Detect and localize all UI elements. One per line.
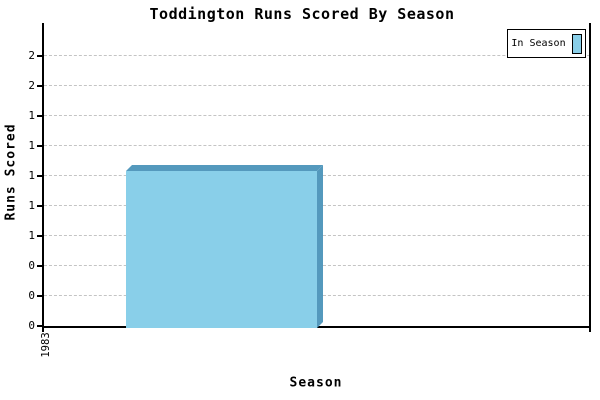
y-tick-label: 0 (28, 319, 35, 332)
x-axis-title: Season (289, 375, 343, 391)
y-tick-mark (37, 295, 43, 297)
y-tick-label: 0 (28, 289, 35, 302)
y-tick-mark (37, 265, 43, 267)
legend[interactable]: In Season (507, 29, 586, 58)
y-tick-label: 1 (28, 169, 35, 182)
y-tick-mark (37, 115, 43, 117)
gridline (44, 145, 590, 146)
bar-top-edge (126, 165, 323, 171)
y-tick-mark (37, 145, 43, 147)
y-tick-label: 1 (28, 199, 35, 212)
y-tick-mark (37, 205, 43, 207)
y-tick-label: 0 (28, 259, 35, 272)
y-tick-mark (37, 55, 43, 57)
y-tick-mark (37, 85, 43, 87)
y-axis-line (42, 23, 44, 332)
chart-title: Toddington Runs Scored By Season (149, 5, 455, 23)
bar-face (126, 171, 317, 328)
gridline (44, 55, 590, 56)
gridline (44, 85, 590, 86)
y-tick-label: 1 (28, 229, 35, 242)
y-tick-label: 2 (28, 49, 35, 62)
y-tick-mark (37, 325, 43, 327)
y-tick-label: 1 (28, 109, 35, 122)
bar-right-edge (317, 165, 323, 328)
y-tick-label: 1 (28, 139, 35, 152)
y-tick-mark (37, 175, 43, 177)
y-tick-mark (37, 235, 43, 237)
right-border-line (589, 23, 591, 332)
legend-bar-swatch-icon (571, 33, 582, 54)
gridline (44, 115, 590, 116)
bar-1983[interactable] (126, 165, 323, 328)
y-tick-label: 2 (28, 79, 35, 92)
x-tick-label-1983: 1983 (40, 332, 52, 358)
legend-item-label: In Season (511, 38, 566, 49)
